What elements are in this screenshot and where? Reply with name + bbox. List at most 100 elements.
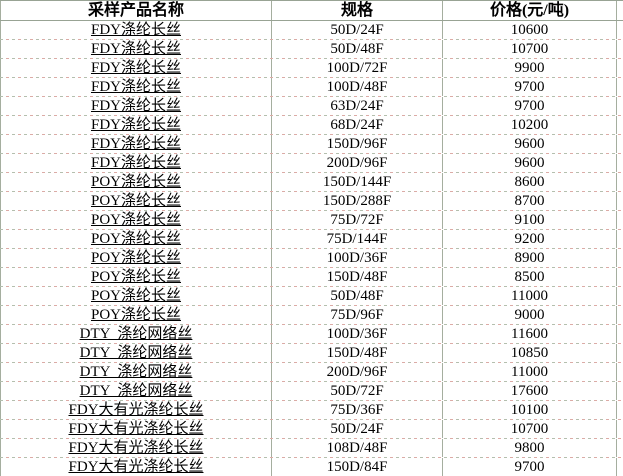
product-name-cell: FDY涤纶长丝 [0,154,272,172]
table-row: FDY涤纶长丝 200D/96F 9600 [0,154,623,172]
product-name-cell: FDY涤纶长丝 [0,78,272,96]
price-cell: 10200 [443,116,617,134]
price-cell: 10700 [443,420,617,438]
product-name-link[interactable]: POY涤纶长丝 [90,211,181,228]
product-name-link[interactable]: FDY涤纶长丝 [90,40,181,57]
spec-cell: 63D/24F [272,97,443,115]
product-name-link[interactable]: DTY 涤纶网络丝 [79,382,193,399]
row-separator [0,419,623,420]
price-cell: 8900 [443,249,617,267]
row-separator [0,58,623,59]
table-row: FDY大有光涤纶长丝 108D/48F 9800 [0,439,623,457]
product-name-link[interactable]: FDY涤纶长丝 [90,116,181,133]
product-name-link[interactable]: FDY涤纶长丝 [90,78,181,95]
table-edge-sliver [617,21,623,39]
product-name-link[interactable]: FDY涤纶长丝 [90,154,181,171]
product-name-cell: FDY大有光涤纶长丝 [0,401,272,419]
table-edge-sliver [617,306,623,324]
price-cell: 10850 [443,344,617,362]
spec-cell: 200D/96F [272,154,443,172]
product-name-cell: FDY涤纶长丝 [0,97,272,115]
row-separator [0,400,623,401]
table-edge-sliver [617,458,623,476]
table-row: POY涤纶长丝 150D/48F 8500 [0,268,623,286]
table-row: POY涤纶长丝 100D/36F 8900 [0,249,623,267]
product-name-link[interactable]: DTY 涤纶网络丝 [79,363,193,380]
column-header-product-name: 采样产品名称 [0,1,272,20]
table-row: FDY大有光涤纶长丝 150D/84F 9700 [0,458,623,476]
table-edge-sliver [617,249,623,267]
product-name-link[interactable]: FDY大有光涤纶长丝 [68,439,204,456]
product-name-cell: DTY 涤纶网络丝 [0,382,272,400]
product-name-link[interactable]: FDY涤纶长丝 [90,21,181,38]
table-edge-sliver [617,363,623,381]
row-separator [0,39,623,40]
product-name-link[interactable]: POY涤纶长丝 [90,230,181,247]
product-name-link[interactable]: POY涤纶长丝 [90,287,181,304]
product-name-link[interactable]: POY涤纶长丝 [90,268,181,285]
row-separator [0,229,623,230]
product-name-link[interactable]: POY涤纶长丝 [90,306,181,323]
table-row: DTY 涤纶网络丝 200D/96F 11000 [0,363,623,381]
table-row: POY涤纶长丝 75D/72F 9100 [0,211,623,229]
spec-cell: 68D/24F [272,116,443,134]
product-name-cell: FDY大有光涤纶长丝 [0,439,272,457]
price-cell: 9600 [443,154,617,172]
price-cell: 9200 [443,230,617,248]
product-name-link[interactable]: FDY涤纶长丝 [90,97,181,114]
product-name-cell: POY涤纶长丝 [0,192,272,210]
product-name-link[interactable]: POY涤纶长丝 [90,192,181,209]
product-name-link[interactable]: POY涤纶长丝 [90,249,181,266]
row-separator [0,77,623,78]
product-name-link[interactable]: FDY大有光涤纶长丝 [68,401,204,418]
price-cell: 9600 [443,135,617,153]
row-separator [0,305,623,306]
table-row: FDY涤纶长丝 100D/72F 9900 [0,59,623,77]
spec-cell: 75D/96F [272,306,443,324]
row-separator [0,438,623,439]
spec-cell: 100D/48F [272,78,443,96]
product-name-cell: POY涤纶长丝 [0,211,272,229]
product-name-link[interactable]: FDY大有光涤纶长丝 [68,458,204,475]
product-name-cell: FDY涤纶长丝 [0,135,272,153]
price-cell: 9800 [443,439,617,457]
spec-cell: 100D/36F [272,325,443,343]
table-edge-sliver [617,40,623,58]
table-edge-sliver [617,287,623,305]
product-name-link[interactable]: FDY涤纶长丝 [90,135,181,152]
table-header-row: 采样产品名称 规格 价格(元/吨) [0,1,623,21]
product-name-cell: FDY涤纶长丝 [0,59,272,77]
spec-cell: 150D/84F [272,458,443,476]
row-separator [0,115,623,116]
product-name-cell: FDY涤纶长丝 [0,116,272,134]
product-name-cell: POY涤纶长丝 [0,249,272,267]
row-separator [0,248,623,249]
spec-cell: 150D/288F [272,192,443,210]
table-row: POY涤纶长丝 75D/144F 9200 [0,230,623,248]
price-cell: 11000 [443,363,617,381]
table-row: POY涤纶长丝 50D/48F 11000 [0,287,623,305]
product-name-cell: POY涤纶长丝 [0,173,272,191]
price-cell: 10100 [443,401,617,419]
row-separator [0,343,623,344]
table-body: FDY涤纶长丝 50D/24F 10600 FDY涤纶长丝 50D/48F 10… [0,21,623,476]
price-cell: 10600 [443,21,617,39]
product-name-link[interactable]: DTY 涤纶网络丝 [79,325,193,342]
product-name-link[interactable]: POY涤纶长丝 [90,173,181,190]
price-cell: 9700 [443,78,617,96]
table-row: FDY涤纶长丝 50D/24F 10600 [0,21,623,39]
price-cell: 9900 [443,59,617,77]
table-row: FDY大有光涤纶长丝 75D/36F 10100 [0,401,623,419]
table-edge-sliver [617,1,623,20]
product-name-cell: FDY涤纶长丝 [0,21,272,39]
product-name-link[interactable]: DTY 涤纶网络丝 [79,344,193,361]
row-separator [0,191,623,192]
price-cell: 17600 [443,382,617,400]
table-row: POY涤纶长丝 75D/96F 9000 [0,306,623,324]
product-name-link[interactable]: FDY涤纶长丝 [90,59,181,76]
table-edge-sliver [617,325,623,343]
table-row: DTY 涤纶网络丝 150D/48F 10850 [0,344,623,362]
product-name-link[interactable]: FDY大有光涤纶长丝 [68,420,204,437]
price-cell: 11600 [443,325,617,343]
table-row: FDY涤纶长丝 63D/24F 9700 [0,97,623,115]
